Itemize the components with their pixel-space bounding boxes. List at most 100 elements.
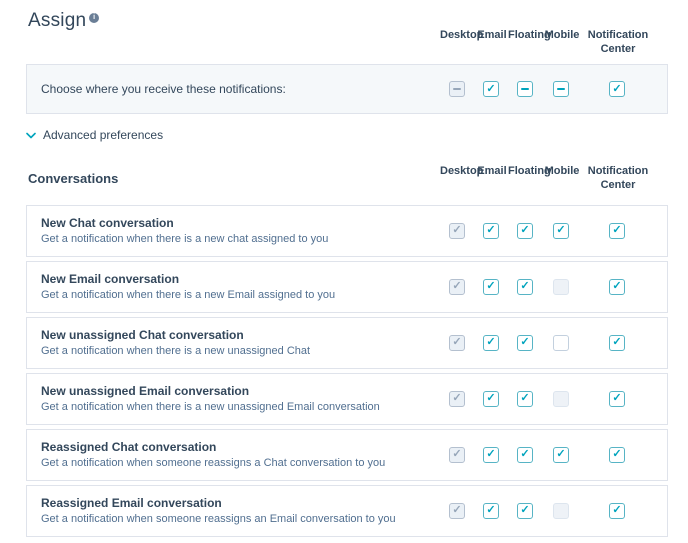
check-icon: ✓ xyxy=(452,504,462,516)
assign-header: Assign i Desktop Email Floating Mobile No… xyxy=(26,10,668,56)
cell-desktop: ✓ xyxy=(439,390,475,407)
checkbox-email[interactable]: ✓ xyxy=(483,278,499,295)
checkbox-mobile[interactable]: ✓ xyxy=(553,446,569,463)
column-header-desktop: Desktop xyxy=(440,164,484,177)
checkbox-floating[interactable]: ✓ xyxy=(517,390,533,407)
notification-row: Reassigned Email conversation Get a notif… xyxy=(26,484,668,537)
cell-email: ✓ xyxy=(475,222,507,239)
section-title: Conversations xyxy=(28,170,119,186)
cell-notification-center: ✓ xyxy=(579,502,655,519)
checkbox-notification-center[interactable]: ✓ xyxy=(609,81,625,97)
check-icon: ✓ xyxy=(612,336,622,348)
cell-floating: ✓ xyxy=(507,278,543,295)
cell-mobile xyxy=(543,278,579,295)
checkbox-notification-center[interactable]: ✓ xyxy=(609,334,625,351)
check-icon: ✓ xyxy=(520,504,530,516)
cell-email: ✓ xyxy=(475,81,507,97)
checkbox-desktop: ✓ xyxy=(449,390,465,407)
checkbox-notification-center[interactable]: ✓ xyxy=(609,222,625,239)
cell-floating: ✓ xyxy=(507,502,543,519)
checkbox-desktop xyxy=(449,81,465,97)
dash-icon xyxy=(557,88,565,90)
checkbox-floating[interactable]: ✓ xyxy=(517,278,533,295)
cell-email: ✓ xyxy=(475,334,507,351)
check-icon: ✓ xyxy=(612,392,622,404)
advanced-preferences-toggle[interactable]: Advanced preferences xyxy=(26,128,163,142)
cell-desktop xyxy=(439,81,475,97)
checkbox-email[interactable]: ✓ xyxy=(483,334,499,351)
row-title: New Chat conversation xyxy=(41,216,174,230)
check-icon: ✓ xyxy=(452,224,462,236)
checkbox-email[interactable]: ✓ xyxy=(483,222,499,239)
row-description: Get a notification when there is a new u… xyxy=(41,401,380,413)
checkbox-notification-center[interactable]: ✓ xyxy=(609,390,625,407)
checkbox-floating[interactable]: ✓ xyxy=(517,502,533,519)
checkbox-mobile[interactable]: ✓ xyxy=(553,222,569,239)
cell-email: ✓ xyxy=(475,446,507,463)
check-icon: ✓ xyxy=(612,280,622,292)
checkbox-notification-center[interactable]: ✓ xyxy=(609,502,625,519)
checkbox-mobile[interactable] xyxy=(553,334,569,351)
checkbox-mobile xyxy=(553,502,569,519)
chevron-down-icon xyxy=(26,132,36,139)
cell-desktop: ✓ xyxy=(439,502,475,519)
cell-floating: ✓ xyxy=(507,390,543,407)
row-text: Reassigned Chat conversation Get a notifi… xyxy=(41,440,439,469)
row-text: New Email conversation Get a notification… xyxy=(41,272,439,301)
check-icon: ✓ xyxy=(452,448,462,460)
cell-desktop: ✓ xyxy=(439,446,475,463)
checkbox-desktop: ✓ xyxy=(449,446,465,463)
check-icon: ✓ xyxy=(520,224,530,236)
cell-mobile xyxy=(543,334,579,351)
check-icon: ✓ xyxy=(612,82,622,95)
column-header-email: Email xyxy=(477,29,507,41)
cell-email: ✓ xyxy=(475,390,507,407)
cell-notification-center: ✓ xyxy=(579,278,655,295)
checkbox-mobile xyxy=(553,390,569,407)
cell-notification-center: ✓ xyxy=(579,334,655,351)
row-title: New unassigned Chat conversation xyxy=(41,328,244,342)
cell-floating: ✓ xyxy=(507,222,543,239)
check-icon: ✓ xyxy=(612,448,622,460)
checkbox-notification-center[interactable]: ✓ xyxy=(609,278,625,295)
checkbox-email[interactable]: ✓ xyxy=(483,81,499,97)
checkbox-floating[interactable] xyxy=(517,81,533,97)
notification-row: New unassigned Chat conversation Get a no… xyxy=(26,316,668,369)
checkbox-email[interactable]: ✓ xyxy=(483,390,499,407)
column-header-mobile: Mobile xyxy=(544,164,580,177)
page-title-text: Assign xyxy=(28,10,87,31)
cell-floating: ✓ xyxy=(507,446,543,463)
cell-notification-center: ✓ xyxy=(579,81,655,97)
checkbox-mobile[interactable] xyxy=(553,81,569,97)
column-header-floating: Floating xyxy=(508,29,551,41)
cell-notification-center: ✓ xyxy=(579,222,655,239)
info-icon[interactable]: i xyxy=(89,12,100,23)
checkbox-notification-center[interactable]: ✓ xyxy=(609,446,625,463)
checkbox-floating[interactable]: ✓ xyxy=(517,334,533,351)
check-icon: ✓ xyxy=(486,392,496,404)
checkbox-floating[interactable]: ✓ xyxy=(517,222,533,239)
checkbox-desktop: ✓ xyxy=(449,334,465,351)
advanced-preferences-label: Advanced preferences xyxy=(43,128,164,142)
page-title-cell: Assign i xyxy=(28,10,440,32)
row-description: Get a notification when someone reassign… xyxy=(41,457,386,469)
cell-email: ✓ xyxy=(475,278,507,295)
checkbox-email[interactable]: ✓ xyxy=(483,502,499,519)
checkbox-floating[interactable]: ✓ xyxy=(517,446,533,463)
notification-row: New Email conversation Get a notification… xyxy=(26,260,668,313)
check-icon: ✓ xyxy=(556,448,566,460)
row-description: Get a notification when there is a new E… xyxy=(41,289,336,301)
check-icon: ✓ xyxy=(612,504,622,516)
row-title: New unassigned Email conversation xyxy=(41,384,250,398)
checkbox-desktop: ✓ xyxy=(449,502,465,519)
check-icon: ✓ xyxy=(520,448,530,460)
cell-desktop: ✓ xyxy=(439,278,475,295)
cell-floating: ✓ xyxy=(507,334,543,351)
row-text: New unassigned Chat conversation Get a no… xyxy=(41,328,439,357)
row-text: New unassigned Email conversation Get a n… xyxy=(41,384,439,413)
cell-floating xyxy=(507,81,543,97)
row-text: Reassigned Email conversation Get a notif… xyxy=(41,496,439,525)
checkbox-email[interactable]: ✓ xyxy=(483,446,499,463)
cell-mobile xyxy=(543,81,579,97)
row-text: New Chat conversation Get a notification … xyxy=(41,216,439,245)
